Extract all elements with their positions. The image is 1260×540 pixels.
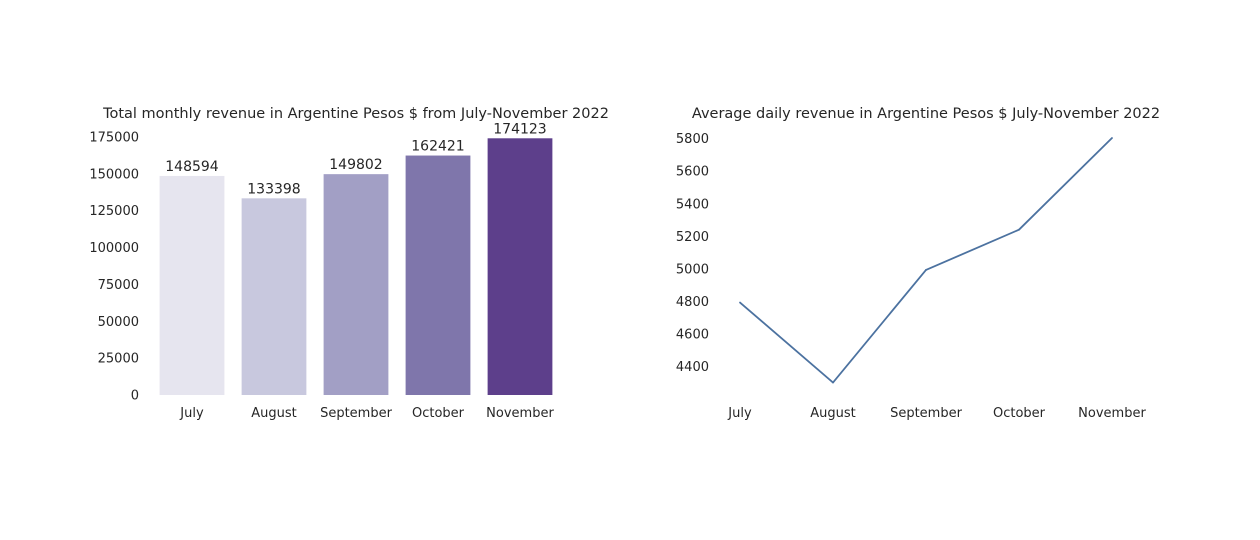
bar-xtick-label: July <box>179 406 204 421</box>
bar-ytick-label: 125000 <box>89 204 139 219</box>
line-ytick-label: 4600 <box>676 328 709 343</box>
line-ytick-label: 5200 <box>676 230 709 245</box>
bar-august <box>241 198 307 395</box>
bar-july <box>159 175 225 395</box>
line-ytick-label: 5600 <box>676 165 709 180</box>
bar-xtick-label: October <box>412 406 465 421</box>
bar-data-label: 162421 <box>411 139 464 155</box>
line-point <box>1018 228 1020 231</box>
line-point <box>925 269 927 271</box>
bar-data-label: 133398 <box>247 181 300 197</box>
bar-data-label: 174123 <box>493 121 546 137</box>
line-chart: Average daily revenue in Argentine Pesos… <box>676 106 1160 421</box>
bar-september <box>323 174 389 395</box>
bar-ytick-label: 100000 <box>89 241 139 256</box>
line-ytick-label: 5000 <box>676 262 709 277</box>
bar-chart: Total monthly revenue in Argentine Pesos… <box>89 106 609 421</box>
line-ytick-label: 4400 <box>676 360 709 375</box>
bar-ytick-label: 175000 <box>89 131 139 146</box>
bar-ytick-label: 25000 <box>98 352 139 367</box>
line-point <box>832 381 834 384</box>
line-xtick-label: September <box>890 406 963 421</box>
bar-xtick-label: September <box>320 406 393 421</box>
line-xtick-label: November <box>1078 406 1146 421</box>
bar-ytick-label: 150000 <box>89 167 139 182</box>
line-xtick-label: July <box>727 406 752 421</box>
bar-ytick-label: 75000 <box>98 278 139 293</box>
bar-chart-title: Total monthly revenue in Argentine Pesos… <box>102 106 609 122</box>
bar-ytick-label: 0 <box>131 389 139 404</box>
line-ytick-label: 4800 <box>676 295 709 310</box>
bar-xtick-label: November <box>486 406 554 421</box>
line-xtick-label: August <box>810 406 856 421</box>
bar-ytick-label: 50000 <box>98 315 139 330</box>
bar-november <box>487 138 553 395</box>
bar-xtick-label: August <box>251 406 297 421</box>
bar-data-label: 149802 <box>329 157 382 173</box>
line-chart-title: Average daily revenue in Argentine Pesos… <box>692 106 1160 122</box>
line-ytick-label: 5400 <box>676 197 709 212</box>
bar-october <box>405 155 471 395</box>
line-xtick-label: October <box>993 406 1046 421</box>
line-series <box>739 137 1113 384</box>
bar-data-label: 148594 <box>165 159 219 175</box>
line-ytick-label: 5800 <box>676 132 709 147</box>
line-point <box>1111 137 1113 139</box>
line-point <box>739 301 741 304</box>
